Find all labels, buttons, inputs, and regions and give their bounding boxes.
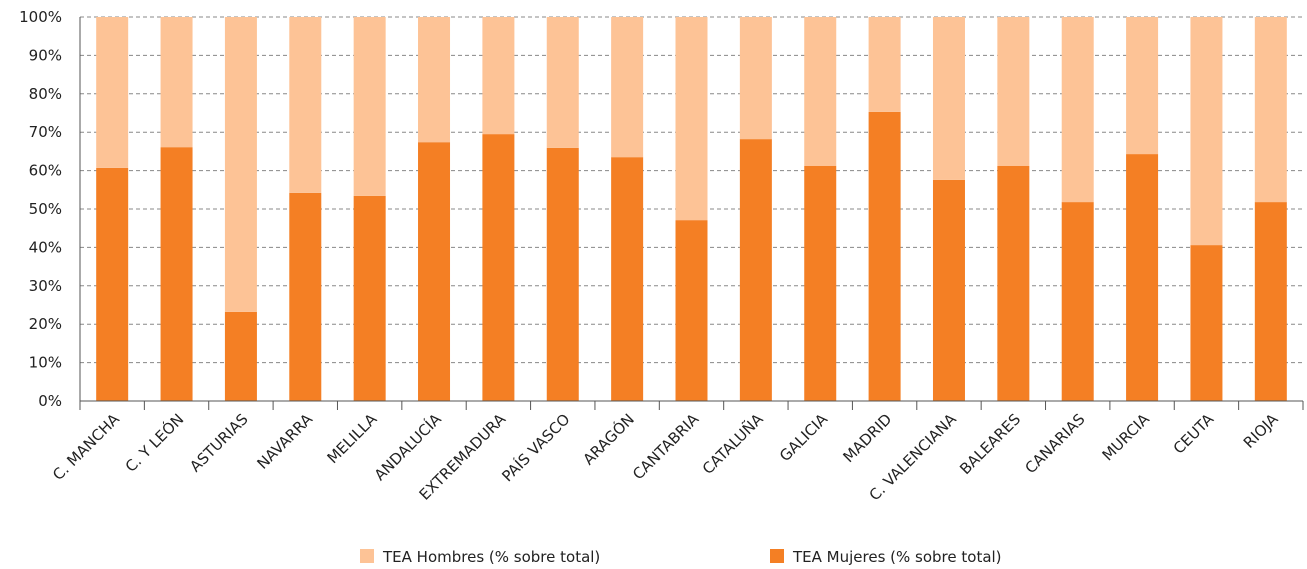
bar-segment [1190,17,1223,246]
bar-segment [1126,17,1159,155]
legend-label: TEA Hombres (% sobre total) [382,548,600,566]
x-tick-label: C. Y LEÓN [121,409,187,475]
y-tick-label: 10% [29,354,62,372]
x-tick-label: MELILLA [324,410,381,467]
bar-segment [997,17,1030,166]
bar-segment [353,17,386,196]
bar-segment [96,167,129,401]
y-tick-label: 50% [29,200,62,218]
bar-segment [1190,245,1223,401]
bar-segment [289,192,322,401]
y-tick-label: 20% [29,315,62,333]
y-tick-label: 30% [29,277,62,295]
y-tick-label: 0% [38,392,62,410]
x-tick-label: ASTURIAS [186,410,251,475]
legend-swatch [360,549,374,563]
x-tick-label: ARAGÓN [579,409,638,468]
y-tick-label: 60% [29,162,62,180]
bar-segment [160,17,193,148]
y-tick-label: 70% [29,123,62,141]
bar-segment [546,147,579,401]
x-tick-label: CANARIAS [1021,410,1088,477]
bar-segment [418,142,451,401]
x-tick-label: MURCIA [1099,410,1154,465]
bar-segment [739,17,772,140]
x-tick-label: GALICIA [776,410,832,466]
bar-segment [932,17,965,180]
y-tick-label: 100% [19,8,62,26]
y-tick-label: 80% [29,85,62,103]
bar-segment [353,195,386,401]
y-tick-label: 90% [29,46,62,64]
y-tick-label: 40% [29,238,62,256]
x-tick-label: CANTABRIA [629,410,703,484]
bar-segment [1061,17,1094,203]
bar-segment [546,17,579,148]
bar-segment [932,179,965,401]
bar-segment [482,134,515,401]
bar-segment [675,17,708,221]
bar-segment [804,17,837,166]
x-tick-label: BALEARES [956,410,1024,478]
bar-segment [675,220,708,401]
bar-segment [96,17,129,168]
bar-segment [1126,154,1159,401]
bar-segment [611,17,644,158]
x-tick-label: NAVARRA [253,410,316,473]
bar-segment [739,139,772,401]
x-tick-label: MADRID [839,410,895,466]
x-tick-label: CEUTA [1170,410,1218,458]
bar-segment [289,17,322,193]
legend-swatch [770,549,784,563]
bar-segment [224,311,257,401]
bar-segment [868,111,901,402]
x-tick-label: RIOJA [1240,410,1282,452]
bar-segment [868,17,901,112]
bar-segment [1061,202,1094,401]
bar-segment [997,165,1030,401]
bar-segment [224,17,257,312]
bar-segment [482,17,515,135]
x-tick-label: C. MANCHA [49,410,123,484]
bar-segment [611,157,644,401]
bar-segment [160,147,193,401]
bar-segment [804,165,837,401]
x-tick-label: PAÍS VASCO [498,409,574,485]
x-tick-label: CATALUÑA [698,409,767,478]
bar-segment [1254,202,1287,401]
bar-segment [1254,17,1287,203]
legend-label: TEA Mujeres (% sobre total) [792,548,1002,566]
bar-segment [418,17,451,143]
